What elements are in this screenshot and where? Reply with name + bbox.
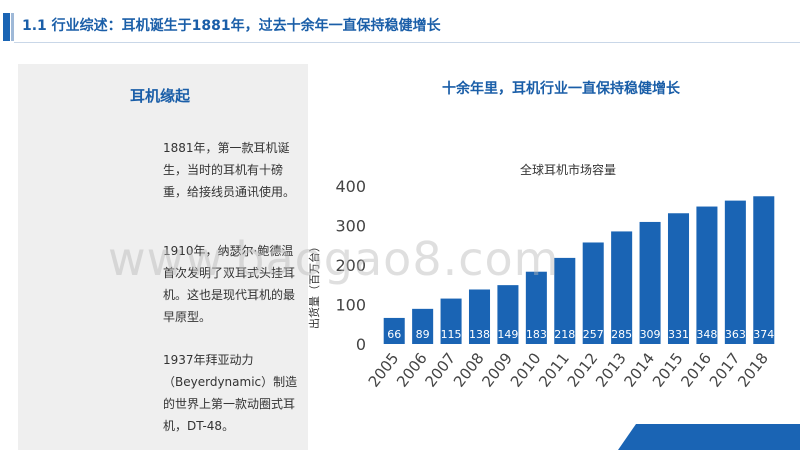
x-tick-label: 2011 — [535, 349, 573, 390]
bar-2006 — [412, 308, 434, 344]
bar-2018 — [753, 196, 775, 344]
origin-panel — [18, 64, 308, 450]
chart-title: 全球耳机市场容量 — [520, 162, 616, 177]
x-tick-label: 2006 — [393, 349, 431, 390]
value-label-2011: 218 — [554, 328, 575, 341]
title-divider — [14, 42, 800, 43]
x-tick-label: 2017 — [706, 349, 744, 390]
value-label-2013: 285 — [611, 328, 632, 341]
x-tick-label: 2007 — [422, 349, 460, 390]
title-accent-bar — [3, 13, 10, 41]
value-labels: 66 89 115 138 149 183 218 257 285 309 331 348 363 374 — [387, 328, 774, 341]
bar-2016 — [696, 206, 718, 344]
bar-2005 — [383, 317, 405, 344]
y-tick-label: 400 — [335, 177, 366, 196]
bar-2011 — [554, 257, 576, 344]
y-axis-ticks: 0 100 200 300 400 — [335, 177, 366, 354]
x-axis-ticks: 2005200620072008200920102011201220132014… — [365, 349, 772, 390]
y-tick-label: 300 — [335, 217, 366, 236]
y-tick-label: 200 — [335, 256, 366, 275]
x-tick-label: 2008 — [450, 349, 488, 390]
market-size-chart: 全球耳机市场容量 出货量（百万台） 0 100 200 300 400 66 89 115 1… — [308, 150, 800, 410]
bar-2015 — [667, 213, 690, 344]
x-tick-label: 2015 — [649, 349, 687, 390]
value-label-2018: 374 — [753, 328, 774, 341]
corner-decoration — [618, 424, 800, 450]
x-tick-label: 2010 — [507, 349, 545, 390]
chart-svg: 全球耳机市场容量 出货量（百万台） 0 100 200 300 400 66 89 115 1… — [308, 162, 775, 391]
y-tick-label: 100 — [335, 296, 366, 315]
value-label-2006: 89 — [416, 328, 430, 341]
value-label-2014: 309 — [640, 328, 661, 341]
value-label-2009: 149 — [497, 328, 518, 341]
chart-heading: 十余年里，耳机行业一直保持稳健增长 — [442, 81, 680, 97]
y-axis-label: 出货量（百万台） — [308, 241, 321, 329]
value-label-2017: 363 — [725, 328, 746, 341]
bar-2007 — [440, 298, 462, 344]
y-axis-label-group: 出货量（百万台） — [308, 241, 321, 329]
bar-2013 — [611, 231, 633, 344]
value-label-2005: 66 — [387, 328, 401, 341]
watermark: www.baogao8.com — [108, 232, 560, 286]
bar-2017 — [724, 200, 746, 344]
x-tick-label: 2018 — [734, 349, 772, 390]
origin-heading: 耳机缘起 — [130, 87, 191, 105]
bar-2009 — [497, 285, 519, 344]
value-label-2008: 138 — [469, 328, 490, 341]
value-label-2007: 115 — [441, 328, 462, 341]
bars — [383, 196, 775, 344]
bar-2008 — [468, 289, 491, 344]
x-tick-label: 2013 — [592, 349, 630, 390]
bar-2014 — [639, 221, 661, 344]
bar-2010 — [525, 271, 547, 344]
origin-paragraph-1937: 1937年拜亚动力（Beyerdynamic）制造的世界上第一款动圈式耳机，DT… — [163, 353, 298, 433]
value-label-2016: 348 — [696, 328, 717, 341]
value-label-2012: 257 — [583, 328, 604, 341]
origin-paragraph-1881: 1881年，第一款耳机诞生，当时的耳机有十磅重，给接线员通讯使用。 — [163, 141, 296, 199]
x-tick-label: 2016 — [677, 349, 715, 390]
value-label-2010: 183 — [526, 328, 547, 341]
origin-paragraph-1910: 1910年，纳瑟尔·鲍德温首次发明了双耳式头挂耳机。这也是现代耳机的最早原型。 — [163, 244, 296, 324]
bar-2012 — [582, 242, 604, 344]
slide-title: 1.1 行业综述：耳机诞生于1881年，过去十余年一直保持稳健增长 — [22, 18, 441, 34]
x-tick-label: 2009 — [478, 349, 516, 390]
x-tick-label: 2012 — [564, 349, 602, 390]
title-accent-bar-light — [11, 13, 14, 41]
y-tick-label: 0 — [356, 335, 366, 354]
value-label-2015: 331 — [668, 328, 689, 341]
x-tick-label: 2005 — [365, 349, 403, 390]
x-tick-label: 2014 — [621, 349, 659, 390]
